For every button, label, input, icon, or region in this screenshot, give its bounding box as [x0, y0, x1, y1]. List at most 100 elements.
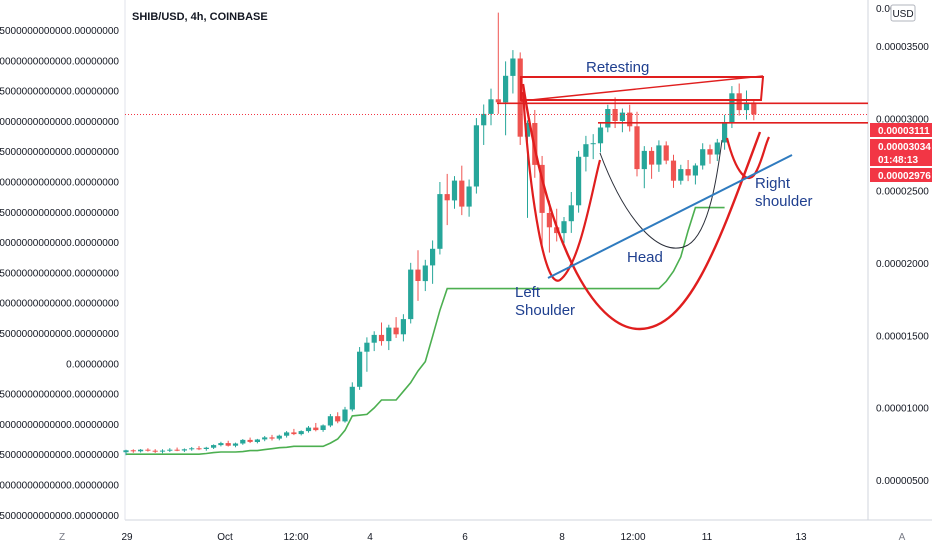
right-tick-label: 0.00000500	[876, 476, 929, 487]
candle-body	[276, 435, 282, 439]
left-tick-label: 45000000000000.00000000	[0, 87, 119, 98]
price-tag-bg	[870, 123, 932, 137]
candle-body	[568, 205, 574, 222]
cup-curve	[521, 83, 762, 331]
x-tick-label: 8	[559, 532, 565, 543]
right-tick-label: 0.00002500	[876, 187, 929, 198]
candle-body	[335, 416, 341, 422]
candle-body	[218, 443, 224, 446]
drawings	[125, 75, 868, 331]
left-shoulder-curve	[521, 91, 602, 282]
candle-body	[254, 439, 260, 442]
currency-badge-label: USD	[892, 9, 913, 20]
candle-body	[707, 149, 713, 155]
candle-body	[378, 334, 385, 342]
x-tick-label: 12:00	[283, 532, 308, 543]
candle-body	[561, 221, 567, 234]
candle-body	[284, 432, 290, 436]
candle-body	[415, 269, 421, 281]
candle-body	[393, 327, 399, 335]
candle-body	[729, 93, 735, 123]
candle-body	[634, 126, 640, 170]
left-tick-label: 15000000000000.00000000	[0, 268, 119, 279]
candle-body	[269, 437, 275, 439]
candle-body	[437, 194, 443, 249]
head-curve	[599, 139, 723, 249]
right-shoulder-curve	[725, 136, 770, 179]
price-tag: 0.00003111	[870, 123, 932, 137]
left-tick-label: 30000000000000.00000000	[0, 178, 119, 189]
candle-body	[459, 180, 465, 207]
neckline-trendline	[547, 154, 793, 279]
candle-body	[576, 156, 582, 206]
candle-body	[466, 186, 472, 207]
candle-body	[225, 443, 231, 446]
candle-body	[371, 334, 377, 343]
left-tick-label: −15000000000000.00000000	[0, 450, 119, 461]
candle-body	[342, 409, 348, 422]
candle-body	[685, 169, 691, 176]
candle-body	[327, 416, 333, 426]
candle-body	[408, 269, 414, 320]
candle-body	[488, 99, 494, 114]
candle-body	[605, 109, 611, 128]
x-tick-label: 11	[702, 532, 713, 543]
price-tags: 0.00003111 0.00003034 01:48:13 0.00002976	[870, 123, 932, 182]
right-tick-label: 0.00003000	[876, 114, 929, 125]
candle-body	[232, 443, 239, 446]
x-axis: 29 Oct 12:00 4 6 8 12:00 11 13	[121, 532, 807, 543]
candle-body	[736, 93, 742, 111]
candle-body	[663, 145, 669, 161]
right-shoulder-label: Right shoulder	[755, 175, 813, 210]
candle-body	[481, 113, 487, 126]
candle-body	[138, 449, 144, 452]
candle-body	[751, 102, 757, 115]
candle-body	[313, 427, 319, 431]
left-tick-label: 5000000000000.00000000	[0, 329, 119, 340]
candle-body	[203, 447, 209, 449]
candle-body	[349, 386, 355, 410]
price-tag-bg	[870, 168, 932, 182]
candle-body	[714, 142, 720, 155]
candle-body	[451, 180, 458, 201]
candle-body	[320, 425, 326, 430]
currency-badge[interactable]: USD	[890, 4, 916, 22]
candle-body	[656, 145, 662, 165]
candle-body	[167, 449, 173, 451]
candle-body	[612, 109, 618, 121]
candle-body	[130, 450, 136, 452]
candle-body	[247, 439, 253, 442]
left-shoulder-label: Left Shoulder	[515, 284, 575, 319]
candle-body	[597, 127, 604, 144]
candle-body	[495, 99, 501, 103]
retesting-diagonal	[520, 75, 764, 102]
candle-body	[145, 449, 151, 451]
price-tag-bg	[870, 139, 932, 153]
candle-body	[430, 248, 436, 266]
right-tick-label: 0.00002000	[876, 259, 929, 270]
head-label: Head	[627, 249, 663, 266]
candle-body	[240, 439, 246, 444]
price-tag: 0.00003034	[870, 139, 932, 153]
left-tick-label: 0.00000000	[66, 359, 119, 370]
candle-body	[123, 450, 129, 453]
candle-body	[181, 449, 187, 451]
x-tick-label: 4	[367, 532, 373, 543]
right-tick-label: 0.00001500	[876, 331, 929, 342]
candle-body	[357, 351, 363, 387]
candles	[123, 12, 757, 456]
retesting-box	[520, 76, 765, 101]
left-tick-label: −5000000000000.00000000	[0, 390, 119, 401]
price-tag-label: 0.00002976	[878, 171, 931, 182]
candle-body	[678, 169, 684, 181]
price-tag: 0.00002976	[870, 168, 932, 182]
candle-body	[641, 150, 647, 170]
price-tag-label: 0.00003034	[878, 142, 931, 153]
left-axis: 55000000000000.00000000 50000000000000.00…	[0, 26, 119, 522]
auto-scale-button[interactable]: A	[899, 532, 906, 543]
candle-body	[298, 431, 304, 435]
price-tag: 01:48:13	[870, 152, 932, 166]
timezone-button[interactable]: Z	[59, 532, 65, 543]
